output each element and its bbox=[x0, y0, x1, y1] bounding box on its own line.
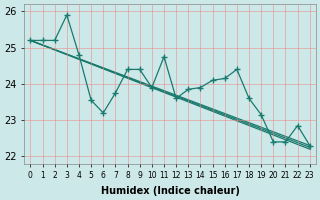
X-axis label: Humidex (Indice chaleur): Humidex (Indice chaleur) bbox=[100, 186, 239, 196]
